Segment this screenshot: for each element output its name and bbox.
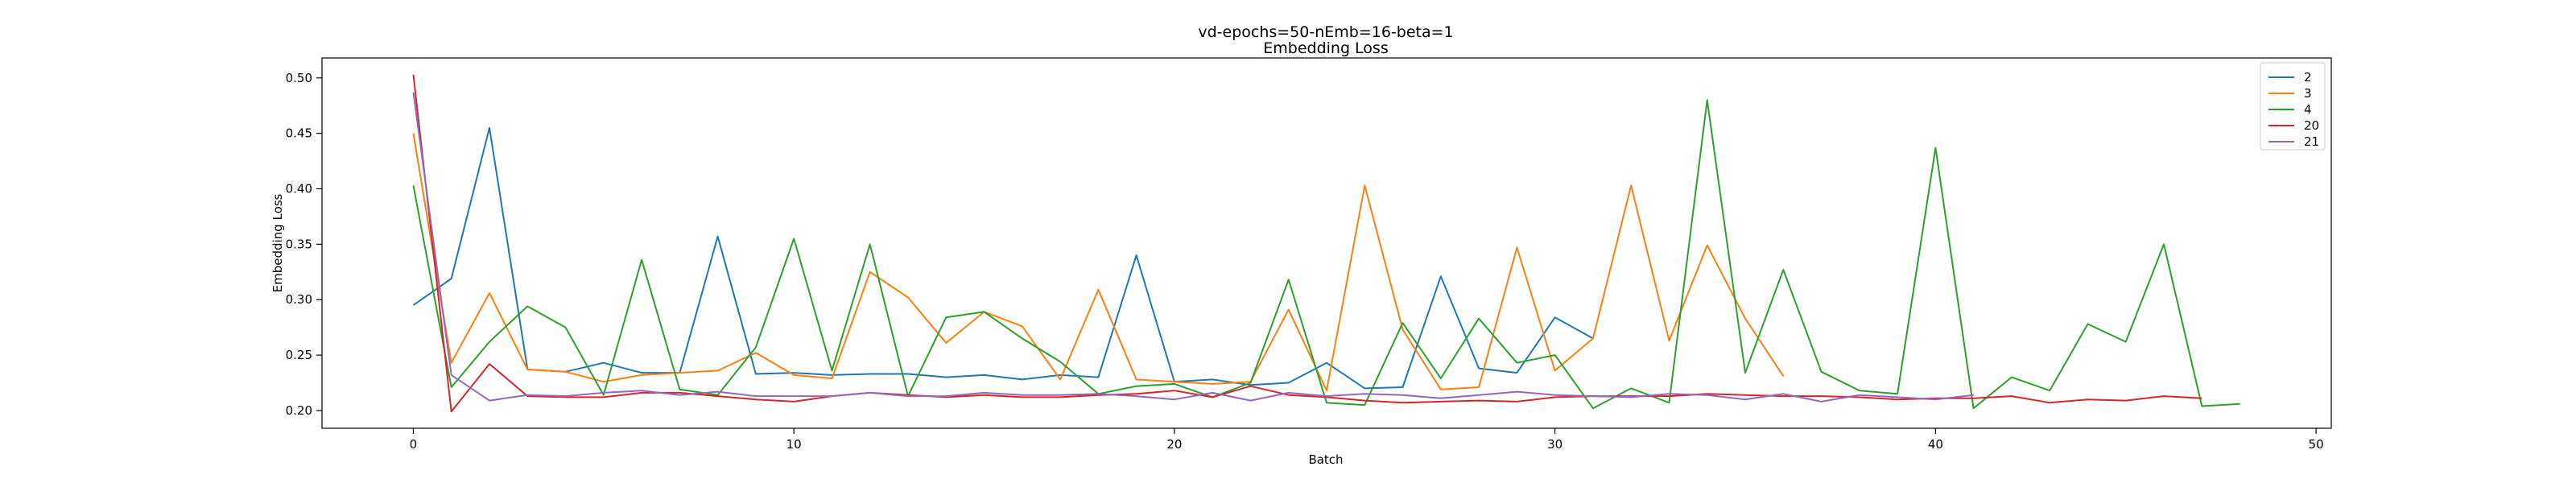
chart-subtitle: Embedding Loss (1263, 39, 1388, 57)
y-tick-label: 0.35 (286, 237, 312, 251)
series-line-21 (412, 92, 1974, 402)
legend-label-21: 21 (2304, 134, 2319, 149)
plot-frame (321, 57, 2332, 429)
legend-label-20: 20 (2304, 118, 2319, 133)
x-tick-label: 10 (786, 437, 802, 452)
x-axis: 0 10 20 30 40 50 (410, 428, 2324, 452)
x-axis-label: Batch (1308, 452, 1343, 467)
legend-box (2260, 62, 2326, 151)
x-tick-label: 40 (1928, 437, 1943, 452)
y-tick-label: 0.50 (286, 71, 312, 85)
y-tick-label: 0.30 (286, 292, 312, 307)
x-tick-label: 30 (1547, 437, 1563, 452)
series-line-20 (412, 74, 2202, 413)
series-line-4 (412, 99, 2240, 410)
y-tick-label: 0.20 (286, 403, 312, 418)
chart-title: vd-epochs=50-nEmb=16-beta=1 (1198, 23, 1453, 41)
y-axis: 0.20 0.25 0.30 0.35 0.40 0.45 0.50 (286, 71, 322, 418)
series-line-3 (412, 133, 1785, 392)
legend-label-3: 3 (2304, 86, 2312, 101)
y-tick-label: 0.40 (286, 182, 312, 196)
x-tick-label: 0 (410, 437, 418, 452)
x-tick-label: 50 (2309, 437, 2324, 452)
legend-label-4: 4 (2304, 102, 2312, 117)
y-tick-label: 0.25 (286, 348, 312, 362)
series-line-2 (412, 126, 1594, 390)
y-tick-label: 0.45 (286, 126, 312, 141)
legend-label-2: 2 (2304, 70, 2312, 85)
y-axis-label: Embedding Loss (270, 193, 285, 292)
x-tick-label: 20 (1166, 437, 1182, 452)
series-layer (412, 74, 2240, 413)
